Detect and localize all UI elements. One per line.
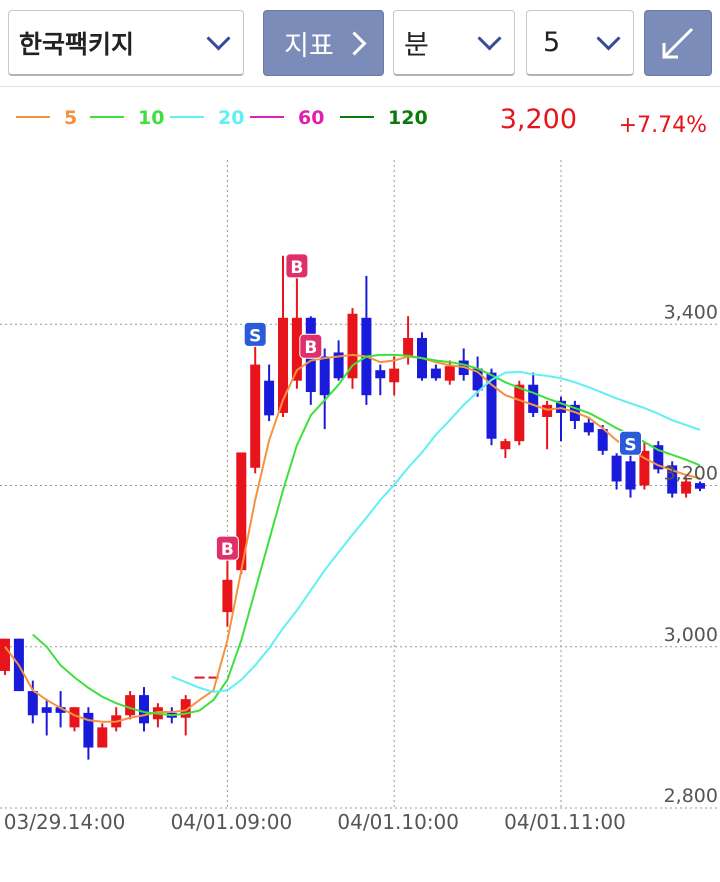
separator (0, 86, 720, 87)
candle-body (13, 638, 24, 692)
candle-body (319, 356, 330, 396)
candle-body (278, 317, 288, 413)
candle-body (639, 450, 650, 486)
legend-label: 120 (388, 107, 428, 129)
legend-label: 5 (64, 107, 77, 129)
ma-line (4, 353, 701, 723)
candle-body (514, 384, 525, 442)
signal-badge (243, 321, 267, 347)
candle-body (55, 707, 66, 713)
signal-badge (285, 253, 309, 279)
ma-line (32, 353, 701, 717)
candle-body (166, 712, 177, 718)
candle-body (333, 352, 344, 379)
indicator-label: 지표 (284, 30, 334, 62)
signal-label: B (290, 258, 303, 278)
candle-body (222, 579, 233, 613)
candle-body (111, 715, 122, 728)
x-tick-label: 04/01.11:00 (504, 810, 626, 834)
candle-body (152, 707, 163, 720)
y-tick-label: 3,400 (664, 301, 718, 323)
x-tick-label: 03/29.14:00 (4, 810, 126, 834)
y-tick-label: 3,000 (664, 624, 718, 646)
candle-body (583, 422, 594, 433)
candle-body (430, 368, 441, 379)
candle-body (41, 707, 52, 713)
unit-label: 분 (404, 30, 429, 61)
candle-body (97, 727, 108, 748)
candle-body (139, 695, 149, 724)
candle-body (472, 368, 483, 391)
candle-body (347, 313, 358, 379)
y-tick-label: 3,200 (664, 463, 718, 485)
candle-body (653, 445, 664, 470)
period-select[interactable]: 5 (526, 10, 634, 76)
candle-body (69, 707, 80, 728)
candle-body (208, 676, 219, 679)
candle-body (444, 366, 455, 381)
signal-badge (619, 430, 642, 456)
stock-name: 한국팩키지 (19, 29, 135, 59)
legend-label: 20 (218, 107, 244, 129)
stock-select[interactable]: 한국팩키지 (8, 10, 244, 76)
candle-body (361, 317, 372, 396)
signal-label: B (304, 338, 317, 358)
candle-body (180, 699, 191, 718)
candle-body (236, 452, 247, 571)
signal-badge (215, 535, 239, 561)
candle-body (528, 384, 539, 413)
candle-body (417, 337, 427, 379)
current-price: 3,200 (500, 104, 577, 135)
indicator-button[interactable]: 지표 (263, 10, 384, 76)
expand-button[interactable] (644, 10, 712, 76)
candle-body (625, 461, 636, 490)
unit-select[interactable]: 분 (393, 10, 515, 76)
x-tick-label: 04/01.09:00 (171, 810, 293, 834)
candle-body (375, 370, 386, 379)
candle-body (500, 441, 511, 450)
candle-body (83, 712, 94, 748)
candle-body (667, 465, 678, 494)
signal-label: B (221, 540, 234, 560)
expand-icon (662, 27, 694, 59)
candle-body (611, 455, 622, 482)
legend-label: 60 (298, 107, 324, 129)
price-change: +7.74% (619, 113, 707, 138)
candle-body (125, 695, 136, 716)
y-tick-label: 2,800 (664, 785, 718, 807)
candle-body (681, 481, 692, 494)
legend-label: 10 (138, 107, 164, 129)
signal-label: S (249, 326, 261, 346)
signal-badge (299, 333, 323, 359)
ma-line (171, 370, 701, 693)
candle-body (403, 337, 414, 357)
signal-label: S (624, 435, 636, 455)
candle-body (0, 638, 10, 671)
candle-body (291, 317, 302, 381)
candle-body (389, 368, 400, 383)
candle-body (305, 317, 316, 392)
candle-body (27, 691, 38, 716)
candle-body (695, 483, 705, 489)
candle-body (458, 360, 469, 376)
period-label: 5 (543, 27, 561, 58)
candle-body (597, 429, 608, 451)
candle-body (250, 364, 261, 468)
candle-body (542, 404, 553, 417)
candle-body (569, 404, 580, 421)
candle-body (264, 380, 275, 416)
candle-body (194, 676, 205, 679)
candle-body (486, 372, 497, 439)
candle-body (556, 400, 566, 413)
x-tick-label: 04/01.10:00 (337, 810, 459, 834)
